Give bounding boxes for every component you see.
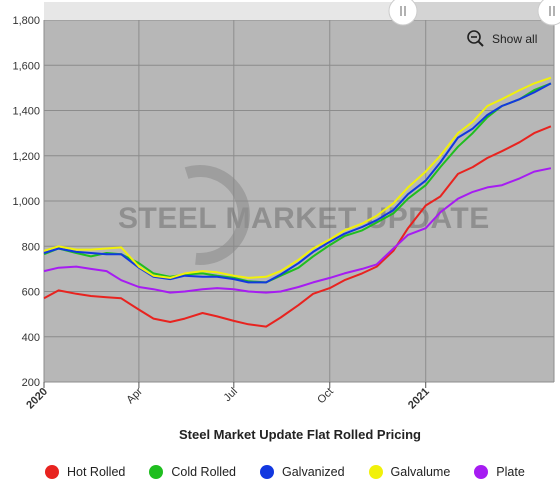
legend-label: Galvalume [390,465,451,479]
legend-label: Galvanized [282,465,345,479]
legend-marker [260,465,274,479]
legend-label: Hot Rolled [67,465,126,479]
zoom-out-icon [467,30,484,47]
y-tick-label: 1,600 [12,60,40,72]
y-tick-label: 200 [22,377,40,389]
y-tick-label: 1,800 [12,15,40,27]
navigator-handle-right[interactable] [537,0,560,26]
legend-item-cold-rolled[interactable]: Cold Rolled [149,465,236,479]
x-tick-label: Apr [124,385,145,406]
y-tick-label: 600 [22,287,40,299]
legend-marker [368,465,383,479]
series-line-hot-rolled[interactable] [43,125,552,328]
show-all-button[interactable]: Show all [466,29,537,49]
chart-title: Steel Market Update Flat Rolled Pricing [179,427,421,442]
navigator-mask[interactable] [44,2,404,20]
x-tick-label: 2021 [406,386,432,412]
legend-item-plate[interactable]: Plate [474,465,525,479]
legend-marker [45,465,59,479]
x-tick-label: Oct [315,386,336,407]
series-line-galvalume[interactable] [43,76,552,279]
legend-label: Cold Rolled [171,465,236,479]
y-axis: 200 400 600 800 1,000 1,200 1,400 1,600 1,800 [12,15,40,389]
legend-label: Plate [496,465,525,479]
y-tick-label: 1,200 [12,151,40,163]
x-tick-label: Jul [222,386,240,404]
y-tick-label: 800 [22,241,40,253]
series-line-galvanized[interactable] [43,82,552,284]
series-lines [43,76,552,328]
legend-marker [474,465,489,479]
legend: Hot Rolled Cold Rolled Galvanized Galvalume… [45,465,549,479]
legend-item-hot-rolled[interactable]: Hot Rolled [45,465,125,479]
y-tick-label: 1,400 [12,106,40,118]
x-tick-label: 2020 [24,386,50,412]
navigator-handle-left[interactable] [388,0,418,26]
x-axis: 2020 Apr Jul Oct 2021 [24,382,432,411]
series-line-cold-rolled[interactable] [43,82,552,284]
y-tick-label: 1,000 [12,196,40,208]
watermark: STEEL MARKET UPDATE [118,165,490,265]
watermark-text: STEEL MARKET UPDATE [118,202,490,235]
legend-item-galvalume[interactable]: Galvalume [368,465,451,479]
show-all-label: Show all [492,32,538,46]
y-tick-label: 400 [22,332,40,344]
legend-item-galvanized[interactable]: Galvanized [260,465,345,479]
legend-marker [149,465,164,479]
series-line-plate[interactable] [43,167,552,294]
